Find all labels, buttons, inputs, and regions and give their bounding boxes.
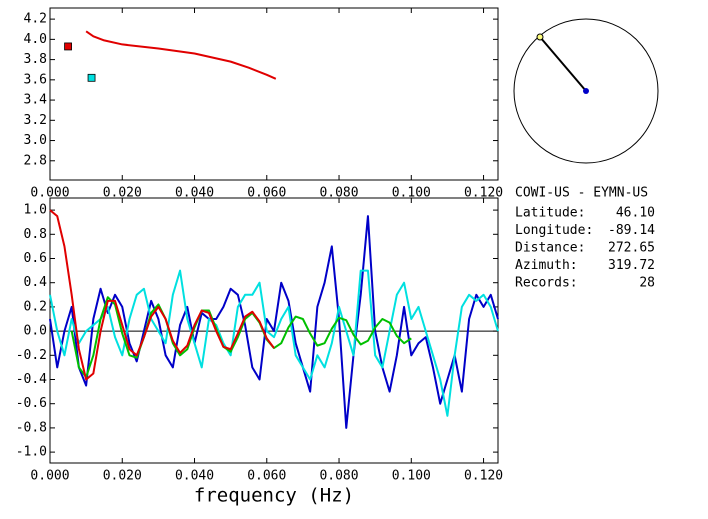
info-label: Longitude: [515, 223, 593, 238]
y-tick-label: -0.2 [16, 348, 47, 363]
y-tick-label: -0.8 [16, 420, 47, 435]
info-label: Distance: [515, 241, 585, 256]
azimuth-line [539, 36, 587, 92]
y-tick-label: 3.8 [24, 52, 47, 67]
info-label: Latitude: [515, 206, 585, 221]
series-line [49, 215, 499, 429]
station-pair: COWI-US - EYMN-US [515, 186, 648, 201]
x-tick-label: 0.000 [30, 186, 69, 201]
series-line [70, 296, 412, 379]
series-line [49, 209, 275, 381]
y-tick-label: 0.4 [24, 275, 48, 290]
series-line [85, 30, 277, 80]
x-tick-label: 0.060 [247, 186, 286, 201]
x-tick-label: 0.120 [464, 186, 503, 201]
info-value: -89.14 [608, 223, 655, 238]
y-tick-label: 0.6 [24, 251, 47, 266]
x-tick-label: 0.000 [30, 469, 69, 484]
x-tick-label: 0.040 [175, 186, 214, 201]
x-tick-label: 0.100 [392, 186, 431, 201]
y-tick-label: 2.8 [24, 153, 47, 168]
station-marker [536, 33, 544, 41]
x-tick-label: 0.080 [319, 186, 358, 201]
y-tick-label: 3.4 [24, 93, 48, 108]
azimuth-circle [513, 18, 659, 164]
x-tick-label: 0.040 [175, 469, 214, 484]
marker [87, 73, 96, 82]
x-tick-label: 0.080 [319, 469, 358, 484]
info-value: 46.10 [616, 206, 655, 221]
y-tick-label: 0.8 [24, 227, 47, 242]
info-label: Azimuth: [515, 258, 578, 273]
y-tick-label: 1.0 [24, 203, 47, 218]
info-value: 28 [639, 276, 655, 291]
plot-frame [49, 7, 499, 181]
info-label: Records: [515, 276, 578, 291]
x-tick-label: 0.020 [103, 186, 142, 201]
y-tick-label: 3.2 [24, 113, 47, 128]
x-axis-label: frequency (Hz) [194, 485, 354, 507]
x-tick-label: 0.020 [103, 469, 142, 484]
x-tick-label: 0.120 [464, 469, 503, 484]
info-value: 272.65 [608, 241, 655, 256]
y-tick-label: 3.6 [24, 72, 47, 87]
y-tick-label: 0.0 [24, 324, 47, 339]
y-tick-label: -0.4 [16, 372, 47, 387]
y-tick-label: 3.0 [24, 133, 47, 148]
y-tick-label: -0.6 [16, 396, 47, 411]
y-tick-label: 0.2 [24, 299, 47, 314]
y-tick-label: 4.2 [24, 12, 47, 27]
y-tick-label: 4.0 [24, 32, 47, 47]
y-tick-label: -1.0 [16, 445, 47, 460]
marker [64, 42, 72, 51]
x-tick-label: 0.100 [392, 469, 431, 484]
x-tick-label: 0.060 [247, 469, 286, 484]
center-marker [583, 88, 589, 94]
info-value: 319.72 [608, 258, 655, 273]
